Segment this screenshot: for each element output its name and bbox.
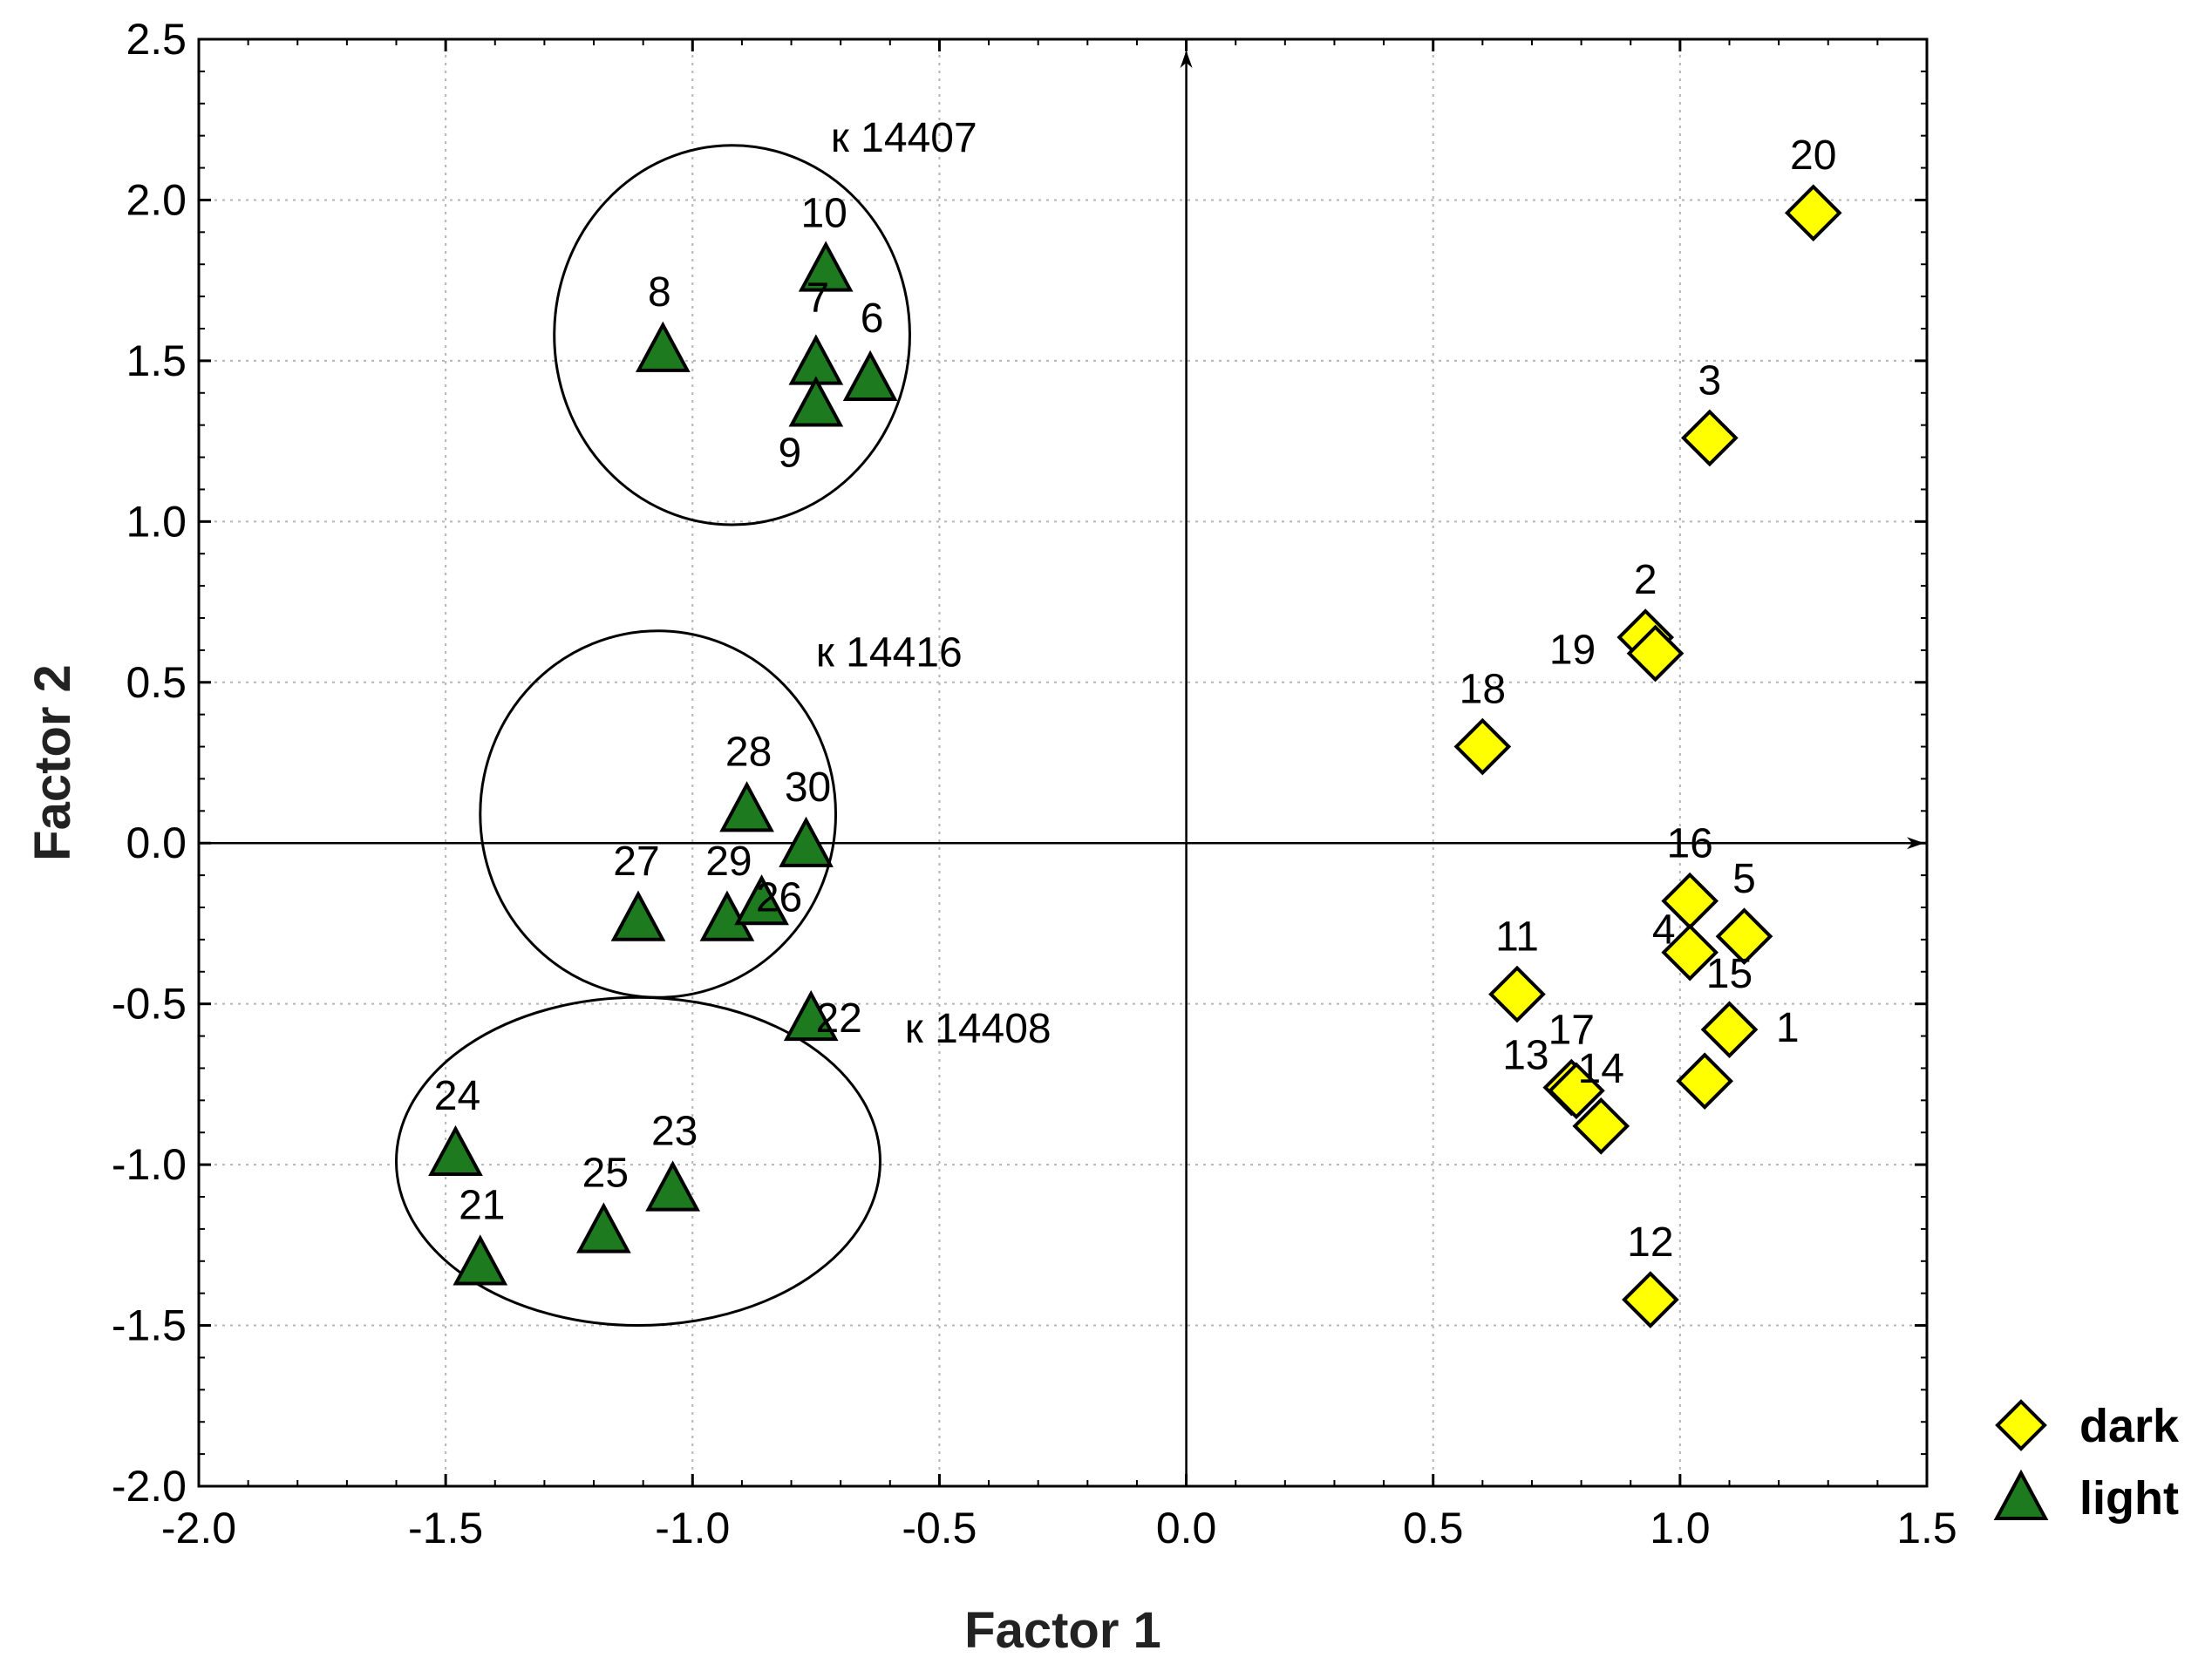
point-label: 16: [1666, 821, 1712, 867]
y-axis-title: Factor 2: [24, 664, 81, 861]
x-tick-label: 1.5: [1896, 1504, 1957, 1552]
y-tick-label: -0.5: [112, 980, 187, 1029]
dark-diamond-marker: [1548, 1062, 1605, 1120]
point-label: 4: [1652, 907, 1676, 954]
cluster-labels: к 14407 к 14416 к 14408: [816, 115, 1052, 1052]
point-label: 21: [459, 1182, 505, 1228]
point-label: 9: [779, 431, 802, 477]
dark-diamond-marker: [1488, 965, 1546, 1023]
point-label: 1: [1776, 1005, 1800, 1051]
y-tick-label: -1.0: [112, 1140, 187, 1189]
point-label: 27: [613, 839, 659, 885]
light-triangle-marker: [788, 376, 844, 427]
point-label: 18: [1460, 667, 1506, 713]
point-label: 10: [800, 191, 847, 237]
y-tick-label: 0.0: [126, 819, 187, 867]
legend-light-marker: [1993, 1469, 2049, 1520]
dark-diamond-marker: [1572, 1097, 1630, 1155]
point-label: 5: [1732, 856, 1756, 902]
point-label: 15: [1706, 951, 1753, 997]
legend-dark-marker: [1995, 1399, 2047, 1451]
point-label: 6: [861, 295, 884, 342]
light-triangle-marker: [734, 874, 789, 926]
light-triangle-marker: [798, 241, 854, 292]
cluster-label: к 14408: [905, 1006, 1052, 1052]
cluster-ellipses: [395, 144, 911, 1328]
light-triangle-marker: [635, 321, 691, 372]
dark-diamond-marker: [1681, 409, 1739, 467]
x-tick-label: 0.5: [1403, 1504, 1464, 1552]
legend-dark-label: dark: [2079, 1400, 2180, 1452]
light-triangle-marker: [779, 816, 834, 867]
point-label: 23: [651, 1109, 698, 1155]
x-tick-label: -1.0: [655, 1504, 730, 1552]
point-label: 29: [705, 839, 752, 885]
point-label: 25: [582, 1151, 629, 1197]
point-label: 22: [815, 995, 861, 1042]
point-label: 3: [1698, 357, 1721, 404]
y-tick-label: -2.0: [112, 1462, 187, 1511]
point-label: 19: [1549, 628, 1596, 674]
light-triangle-marker: [453, 1234, 508, 1286]
point-label: 28: [725, 729, 772, 775]
point-label: 8: [648, 269, 671, 316]
plot-area: [197, 37, 1929, 1488]
light-triangle-marker: [783, 989, 839, 1042]
dark-diamond-marker: [1622, 1271, 1679, 1328]
x-tick-label: 1.0: [1650, 1504, 1711, 1552]
dark-diamond-marker: [1715, 907, 1773, 966]
y-tick-label: 2.0: [126, 175, 187, 224]
dark-diamond-marker: [1661, 923, 1719, 982]
x-axis-title: Factor 1: [964, 1602, 1161, 1659]
point-label: 13: [1502, 1032, 1548, 1078]
cluster-ellipse: [395, 995, 881, 1328]
x-tick-label: 0.0: [1156, 1504, 1217, 1552]
dark-diamond-marker: [1676, 1052, 1733, 1111]
y-tick-label: 1.0: [126, 497, 187, 546]
dark-diamond-marker: [1626, 624, 1685, 683]
cluster-label: к 14416: [816, 629, 963, 676]
origin-axes: [199, 51, 1924, 1486]
dark-diamond-marker: [1453, 717, 1512, 776]
light-triangle-marker: [576, 1202, 631, 1253]
y-tick-label: 0.5: [126, 658, 187, 707]
light-triangle-marker: [428, 1124, 483, 1177]
point-label: 30: [785, 764, 831, 811]
x-tick-label: -2.0: [161, 1504, 236, 1552]
point-label: 17: [1548, 1008, 1595, 1054]
axis-ticks: -2.0 -1.5 -1.0 -0.5 0.0 0.5 1.0 1.5 2.5 2.0 1.5 1.0…: [112, 15, 1957, 1552]
x-tick-label: -0.5: [902, 1504, 977, 1552]
light-triangle-marker: [645, 1160, 700, 1212]
light-triangle-marker: [719, 781, 774, 832]
dark-diamond-marker: [1784, 184, 1842, 242]
point-label: 2: [1634, 557, 1657, 603]
y-tick-label: 1.5: [126, 336, 187, 385]
light-triangle-marker: [610, 890, 666, 941]
y-tick-label: 2.5: [126, 15, 187, 64]
data-points: [428, 184, 1842, 1328]
point-label: 26: [756, 874, 802, 920]
legend-light-label: light: [2079, 1472, 2179, 1525]
dark-diamond-marker: [1700, 1001, 1759, 1059]
point-label: 11: [1495, 914, 1539, 961]
point-label: 14: [1578, 1046, 1624, 1092]
y-tick-label: -1.5: [112, 1301, 187, 1350]
legend: dark light: [1993, 1399, 2180, 1525]
point-label: 24: [434, 1073, 480, 1119]
point-label: 7: [807, 275, 830, 322]
x-tick-label: -1.5: [408, 1504, 483, 1552]
cluster-ellipse: [553, 144, 911, 526]
light-triangle-marker: [842, 350, 898, 402]
cluster-label: к 14407: [831, 115, 977, 161]
point-label: 12: [1627, 1219, 1673, 1266]
point-label: 20: [1790, 132, 1836, 179]
